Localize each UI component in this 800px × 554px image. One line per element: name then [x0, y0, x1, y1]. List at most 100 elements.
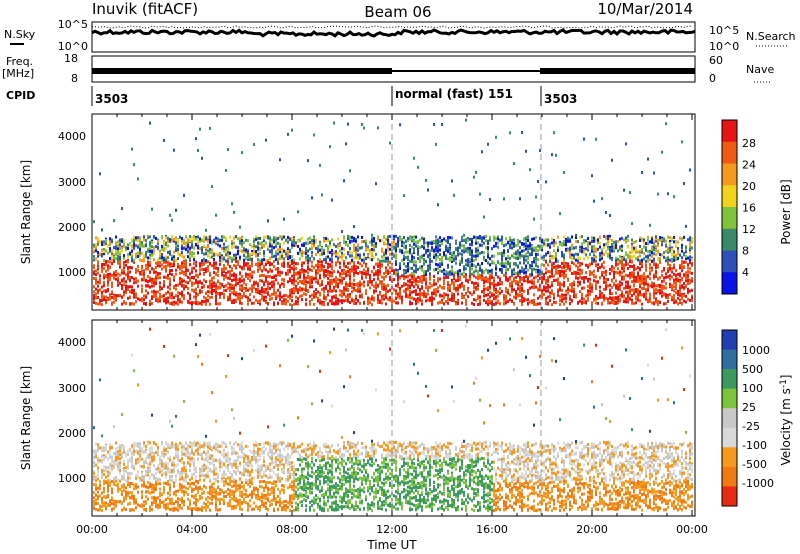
power-cell: [109, 249, 111, 253]
power-cell: [381, 264, 383, 268]
power-cell: [593, 253, 595, 257]
power-cell: [237, 249, 239, 253]
power-cell: [237, 294, 239, 298]
power-cell: [473, 298, 475, 302]
power-cell: [115, 296, 117, 300]
power-cell: [127, 253, 129, 257]
power-cell: [517, 271, 519, 275]
power-cell: [363, 284, 365, 288]
power-cell: [237, 297, 239, 301]
power-cell: [593, 275, 595, 279]
power-cell: [279, 294, 281, 298]
power-cell: [231, 239, 233, 243]
power-cell: [565, 265, 567, 269]
power-cell: [251, 301, 253, 305]
power-cell: [551, 255, 553, 259]
power-cell: [507, 279, 509, 283]
power-cell: [239, 255, 241, 259]
power-cell: [411, 235, 413, 239]
power-cell: [475, 276, 477, 280]
beam-title: Beam 06: [364, 3, 431, 21]
power-cell: [405, 240, 407, 244]
power-cell: [103, 262, 105, 266]
power-cell: [233, 257, 235, 261]
power-cell: [525, 258, 527, 262]
power-cell: [575, 235, 577, 239]
power-cell: [251, 275, 253, 279]
power-cell: [219, 244, 221, 248]
power-cell: [375, 252, 377, 256]
power-cell: [519, 240, 521, 244]
power-cell: [529, 253, 531, 257]
power-cell: [475, 265, 477, 269]
power-cell: [421, 275, 423, 279]
power-cell: [153, 249, 155, 253]
power-cell: [511, 284, 513, 288]
power-cell: [525, 264, 527, 268]
power-cell: [179, 279, 181, 283]
power-cell: [271, 255, 273, 259]
power-cell: [301, 270, 303, 274]
power-cell: [431, 242, 433, 246]
power-cell: [257, 287, 259, 291]
power-cell: [401, 301, 403, 305]
power-cell: [401, 237, 403, 241]
power-cell: [551, 291, 553, 295]
power-cell: [545, 296, 547, 300]
power-cell: [435, 258, 437, 262]
power-cell: [129, 243, 131, 247]
power-cell: [437, 238, 439, 242]
power-cell: [143, 275, 145, 279]
power-cell: [159, 276, 161, 280]
power-cell: [193, 295, 195, 299]
power-cell: [251, 263, 253, 267]
power-cell: [195, 273, 197, 277]
power-cell: [209, 286, 211, 290]
power-cell: [239, 301, 241, 305]
power-cell: [151, 240, 153, 244]
power-cell: [609, 296, 611, 300]
power-cell: [225, 238, 227, 242]
power-cell: [213, 284, 215, 288]
power-cell: [333, 288, 335, 292]
power-cell: [121, 286, 123, 290]
power-cell: [541, 245, 543, 249]
power-cell: [131, 285, 133, 289]
power-cell: [143, 254, 145, 258]
power-cell: [479, 302, 481, 306]
power-cell: [479, 276, 481, 280]
power-cell: [191, 239, 193, 243]
power-cell: [369, 297, 371, 301]
power-cell: [469, 266, 471, 270]
power-cell: [303, 244, 305, 248]
power-cell: [501, 264, 503, 268]
power-cell: [385, 248, 387, 252]
power-cell: [533, 276, 535, 280]
power-cell: [547, 285, 549, 289]
power-cell: [239, 287, 241, 291]
power-cell: [557, 264, 559, 268]
power-cell: [189, 263, 191, 267]
power-cell: [129, 252, 131, 256]
power-cell: [563, 270, 565, 274]
power-cell: [331, 257, 333, 261]
power-cell: [473, 284, 475, 288]
power-cell: [353, 248, 355, 252]
power-cell: [283, 298, 285, 302]
power-cell: [469, 250, 471, 254]
power-cell: [101, 299, 103, 303]
power-cell: [407, 257, 409, 261]
power-cell: [167, 299, 169, 303]
power-cell: [357, 289, 359, 293]
power-cell: [317, 262, 319, 266]
power-cell: [315, 246, 317, 250]
power-cell: [333, 121, 335, 125]
power-cell: [113, 272, 115, 276]
power-cell: [259, 263, 261, 267]
power-cell: [161, 287, 163, 291]
power-cell: [173, 264, 175, 268]
power-cell: [199, 239, 201, 243]
power-cell: [187, 291, 189, 295]
power-cell: [263, 290, 265, 294]
power-cell: [123, 301, 125, 305]
